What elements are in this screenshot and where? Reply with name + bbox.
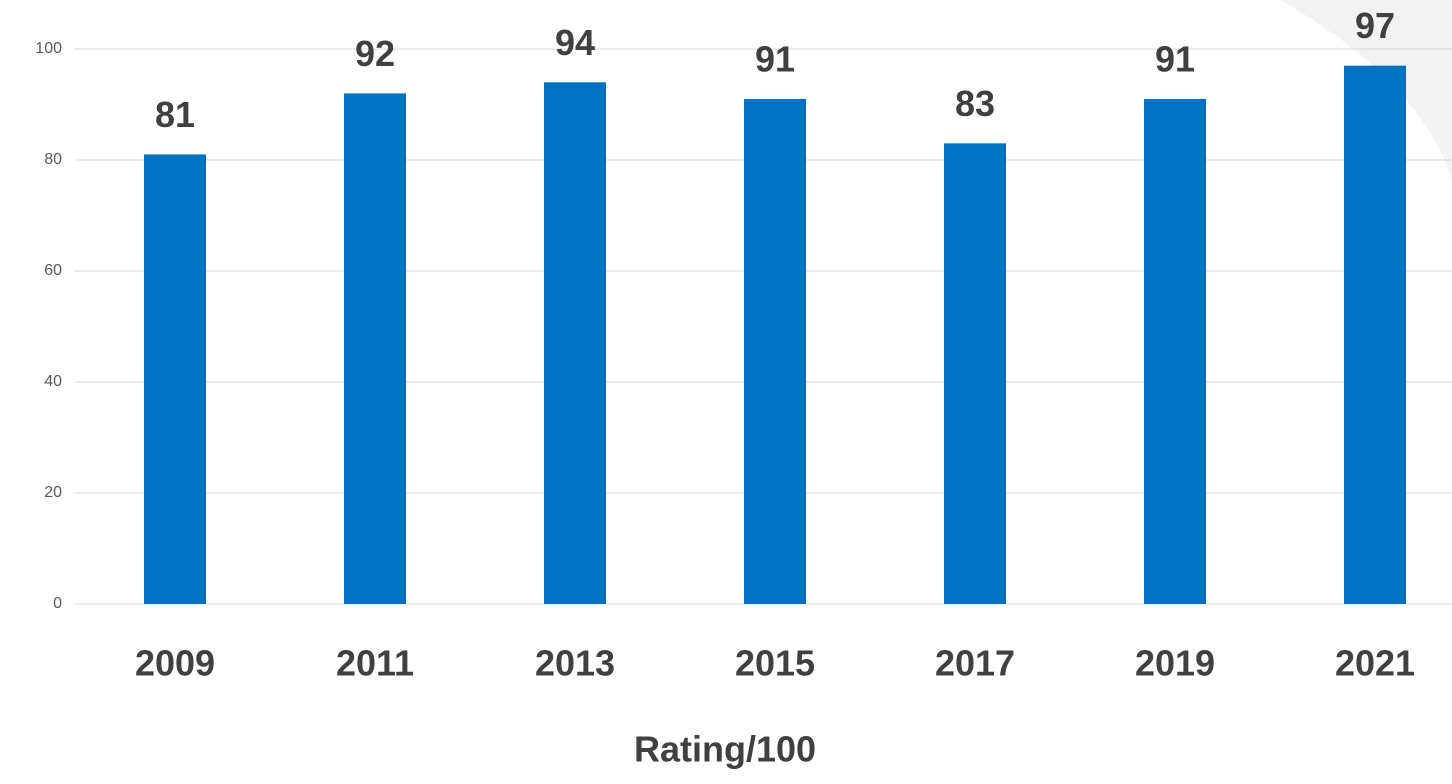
data-label: 91 (755, 38, 795, 79)
data-label: 81 (155, 94, 195, 135)
bar (544, 82, 606, 605)
data-label: 97 (1355, 5, 1395, 46)
x-axis-title: Rating/100 (634, 729, 816, 770)
y-tick-label: 40 (44, 373, 62, 390)
data-label: 91 (1155, 38, 1195, 79)
data-label: 94 (555, 22, 595, 63)
bar (944, 143, 1006, 604)
x-tick-label: 2013 (535, 643, 615, 684)
x-tick-label: 2017 (935, 643, 1015, 684)
x-tick-label: 2019 (1135, 643, 1215, 684)
bar (1144, 98, 1206, 604)
x-tick-label: 2009 (135, 643, 215, 684)
x-tick-label: 2021 (1335, 643, 1415, 684)
x-tick-label: 2011 (336, 643, 414, 684)
x-tick-label: 2015 (735, 643, 815, 684)
bar (344, 93, 406, 605)
y-tick-label: 0 (53, 595, 62, 612)
y-tick-label: 60 (44, 262, 62, 279)
background-decoration (1280, 0, 1452, 180)
bar (1344, 65, 1406, 604)
bar (744, 98, 806, 604)
data-label: 83 (955, 83, 995, 124)
data-label: 92 (355, 33, 395, 74)
y-tick-label: 80 (44, 151, 62, 168)
y-tick-label: 20 (44, 484, 62, 501)
y-tick-label: 100 (35, 40, 62, 57)
bar (144, 154, 206, 604)
